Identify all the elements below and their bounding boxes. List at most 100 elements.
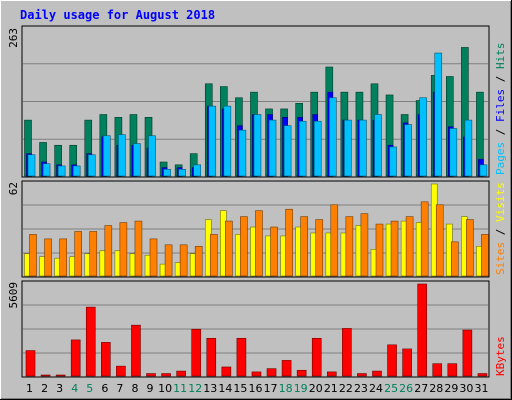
x-tick-label: 17 bbox=[264, 382, 278, 395]
bar-kbytes bbox=[236, 337, 247, 377]
x-tick-label: 8 bbox=[131, 382, 138, 395]
bar-pages bbox=[283, 125, 292, 177]
x-tick-label: 16 bbox=[249, 382, 263, 395]
x-tick-label: 26 bbox=[399, 382, 413, 395]
x-tick-label: 3 bbox=[56, 382, 63, 395]
x-tick-label: 25 bbox=[384, 382, 398, 395]
bar-kbytes bbox=[55, 374, 66, 377]
bar-pages bbox=[178, 168, 186, 177]
panel-sites-legend: Sites / Visits bbox=[494, 182, 507, 275]
bar-sites bbox=[375, 223, 384, 277]
bar-pages bbox=[223, 105, 232, 177]
bar-sites bbox=[29, 234, 37, 277]
bar-pages bbox=[193, 164, 202, 177]
x-tick-label: 15 bbox=[233, 382, 247, 395]
bar-pages bbox=[404, 124, 412, 177]
bar-sites bbox=[481, 234, 489, 277]
bar-pages bbox=[313, 120, 322, 177]
bar-kbytes bbox=[131, 324, 141, 377]
legend-separator: / bbox=[494, 69, 507, 89]
x-tick-label: 21 bbox=[324, 382, 338, 395]
bar-kbytes bbox=[402, 348, 412, 377]
bar-sites bbox=[194, 246, 203, 277]
legend-separator: / bbox=[494, 222, 507, 242]
bar-sites bbox=[420, 201, 429, 277]
bar-pages bbox=[298, 120, 307, 177]
bar-sites bbox=[164, 244, 173, 277]
panel-hits-legend: Pages / Files / Hits bbox=[494, 43, 507, 176]
bar-sites bbox=[466, 219, 474, 277]
x-tick-label: 29 bbox=[444, 382, 458, 395]
bar-sites bbox=[390, 220, 399, 277]
bar-kbytes bbox=[281, 360, 292, 377]
bar-pages bbox=[103, 135, 111, 177]
x-tick-label: 9 bbox=[147, 382, 154, 395]
bar-pages bbox=[72, 165, 81, 177]
bar-kbytes bbox=[372, 370, 382, 377]
bar-sites bbox=[451, 241, 459, 277]
legend-files: Files bbox=[494, 89, 507, 122]
bar-sites bbox=[179, 244, 188, 277]
x-tick-label: 31 bbox=[474, 382, 488, 395]
x-tick-label: 6 bbox=[101, 382, 108, 395]
bar-pages bbox=[238, 129, 247, 177]
x-tick-label: 1 bbox=[26, 382, 33, 395]
bar-kbytes bbox=[462, 329, 473, 377]
legend-text: Sites / Visits bbox=[494, 182, 507, 275]
bar-kbytes bbox=[296, 369, 307, 377]
bar-kbytes bbox=[326, 371, 337, 377]
bar-kbytes bbox=[206, 337, 217, 377]
bar-kbytes bbox=[116, 365, 126, 377]
bar-kbytes bbox=[191, 328, 202, 377]
bar-pages bbox=[434, 52, 443, 177]
bar-kbytes bbox=[342, 328, 352, 377]
bar-kbytes bbox=[70, 339, 81, 377]
legend-separator: / bbox=[494, 122, 507, 142]
bar-kbytes bbox=[101, 342, 111, 377]
bar-pages bbox=[344, 119, 352, 177]
bar-pages bbox=[118, 134, 126, 177]
bar-pages bbox=[253, 114, 262, 177]
bar-sites bbox=[89, 231, 98, 277]
x-tick-label: 24 bbox=[369, 382, 383, 395]
x-tick-label: 5 bbox=[86, 382, 93, 395]
x-tick-label: 10 bbox=[158, 382, 172, 395]
panel-kbytes-legend: KBytes bbox=[494, 336, 507, 376]
bar-pages bbox=[374, 114, 382, 177]
bar-sites bbox=[300, 216, 308, 277]
x-tick-label: 13 bbox=[203, 382, 217, 395]
x-tick-label: 28 bbox=[429, 382, 443, 395]
panel-sites-max-label: 62 bbox=[7, 182, 20, 195]
bar-sites bbox=[435, 204, 444, 277]
x-tick-label: 22 bbox=[339, 382, 353, 395]
bar-kbytes bbox=[387, 344, 397, 377]
bar-pages bbox=[389, 146, 397, 177]
bar-pages bbox=[208, 105, 217, 177]
bar-kbytes bbox=[311, 337, 322, 377]
bar-sites bbox=[149, 238, 158, 277]
x-tick-label: 30 bbox=[459, 382, 473, 395]
bar-pages bbox=[42, 163, 51, 177]
panel-kbytes-bars bbox=[25, 283, 488, 377]
bar-pages bbox=[148, 135, 156, 177]
x-axis-day-labels: 1 2 3 4 5 6 7 8 9 10 11 12 13 14 15 16 17 18 19 20 21 22 23 24 2… bbox=[26, 382, 488, 395]
bar-sites bbox=[315, 219, 324, 277]
chart-title: Daily usage for August 2018 bbox=[20, 8, 215, 22]
legend-sites: Sites bbox=[494, 242, 507, 275]
panel-hits-files-pages-bars bbox=[24, 47, 488, 177]
bar-kbytes bbox=[40, 374, 51, 377]
panel-sites-visits-bars bbox=[24, 183, 489, 277]
bar-pages bbox=[419, 97, 427, 177]
x-tick-label: 2 bbox=[41, 382, 48, 395]
bar-kbytes bbox=[357, 373, 367, 377]
bar-sites bbox=[209, 234, 218, 277]
bar-kbytes bbox=[417, 283, 427, 377]
bar-kbytes bbox=[146, 373, 156, 377]
x-tick-label: 11 bbox=[173, 382, 187, 395]
bar-pages bbox=[87, 154, 96, 177]
bar-sites bbox=[270, 226, 278, 277]
bar-sites bbox=[360, 213, 369, 277]
bar-sites bbox=[405, 216, 414, 277]
bar-sites bbox=[134, 220, 143, 277]
